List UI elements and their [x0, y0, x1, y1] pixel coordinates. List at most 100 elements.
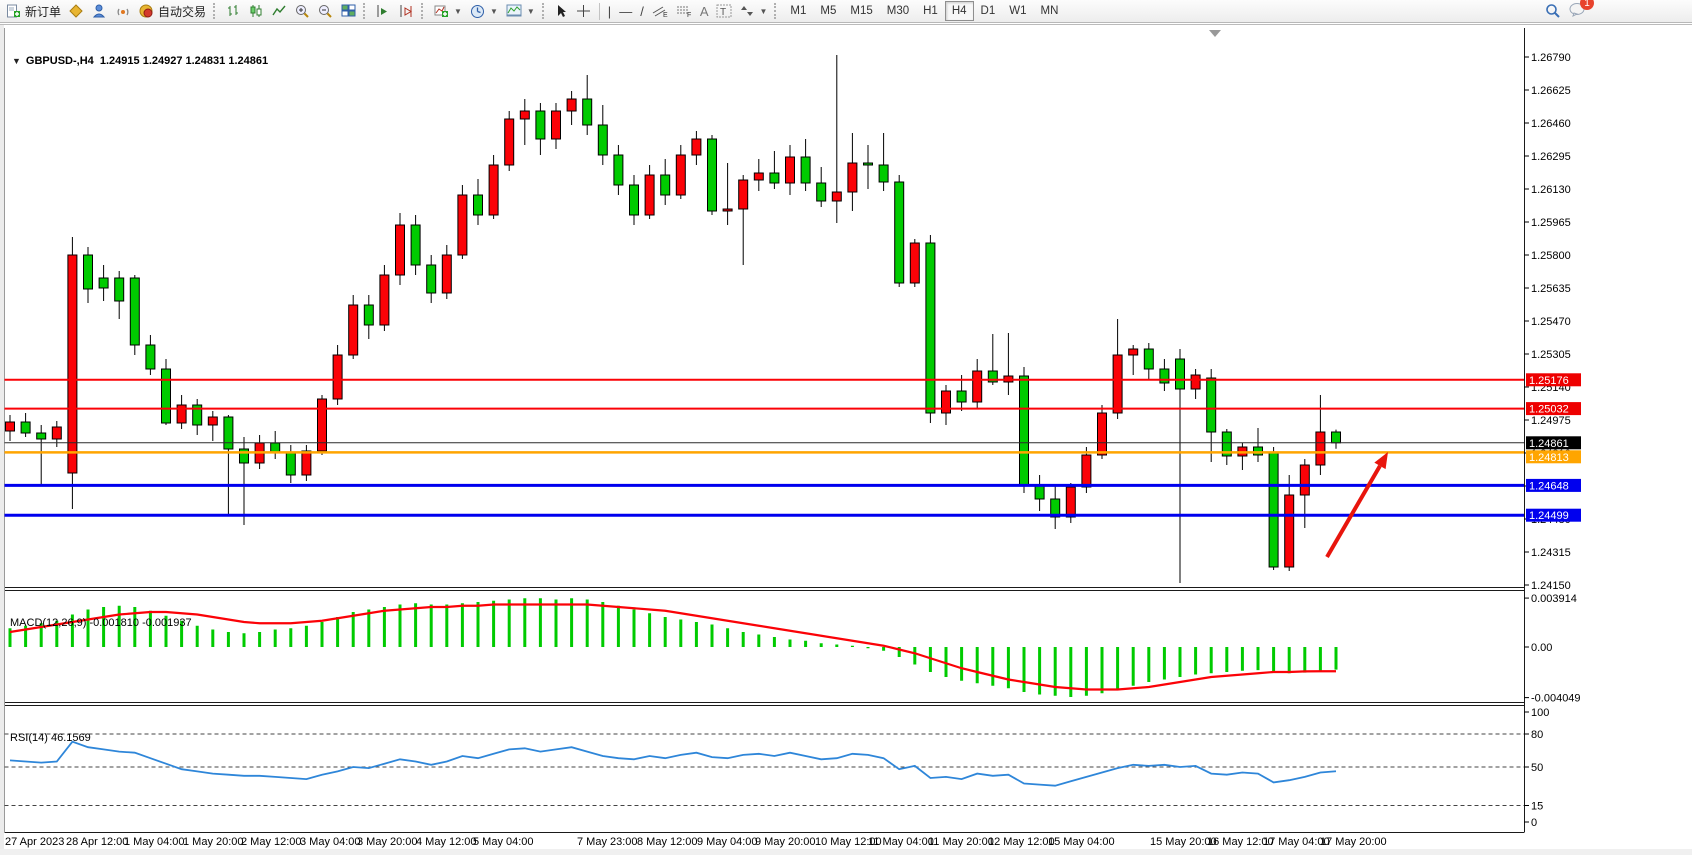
tile-windows-button[interactable]: [337, 1, 360, 21]
timeframe-M30[interactable]: M30: [886, 5, 910, 17]
timeframe-H4[interactable]: H4: [944, 1, 974, 21]
horizontal-line-icon: —: [619, 3, 633, 19]
candle: [504, 118, 515, 166]
new-order-label: 新订单: [25, 4, 62, 19]
rsi-panel: 100 80 50 15 0: [4, 707, 1549, 829]
candle: [36, 432, 47, 440]
periods-button[interactable]: ▼: [466, 1, 502, 21]
market-watch-icon: [69, 4, 83, 18]
clock-icon: [470, 4, 484, 18]
svg-text:1.25635: 1.25635: [1531, 283, 1571, 295]
candle: [1019, 375, 1029, 487]
candle: [769, 172, 780, 184]
channel-tool-button[interactable]: E: [648, 1, 672, 21]
templates-button[interactable]: ▼: [502, 1, 539, 21]
candle: [753, 172, 764, 181]
chart-ohlc-readout: GBPUSD-,H4 1.24915 1.24927 1.24831 1.248…: [25, 55, 269, 67]
notifications-button[interactable]: 1: [1569, 0, 1594, 20]
candle: [1065, 486, 1076, 518]
svg-text:0.00: 0.00: [1531, 642, 1552, 654]
text-tool-button[interactable]: A: [696, 1, 713, 21]
svg-text:1.24813: 1.24813: [1529, 452, 1569, 464]
timeframe-W1[interactable]: W1: [1009, 5, 1027, 17]
candle: [1299, 464, 1310, 496]
candle: [722, 208, 733, 212]
candle: [1206, 377, 1217, 433]
zoom-in-button[interactable]: [291, 1, 314, 21]
svg-text:-0.004049: -0.004049: [1531, 693, 1581, 705]
cursor-tool-button[interactable]: [551, 1, 572, 21]
candle-chart-mode-button[interactable]: [245, 1, 268, 21]
macd-signal-line: [9, 603, 1336, 691]
chart-shift-marker[interactable]: [1209, 30, 1221, 37]
candle: [1050, 498, 1061, 518]
candle: [566, 98, 577, 112]
zoom-out-button[interactable]: [314, 1, 337, 21]
chart-collapse-icon[interactable]: ▼: [12, 56, 21, 66]
chart-window: 1.26790 1.26625 1.26460 1.26295 1.26130 1.259…: [0, 24, 1692, 855]
candle: [1331, 431, 1341, 444]
candle: [348, 304, 359, 356]
timeframe-M15[interactable]: M15: [850, 5, 873, 17]
signal-button[interactable]: [111, 1, 135, 21]
candle: [223, 416, 234, 450]
market-watch-button[interactable]: [65, 1, 88, 21]
new-order-button[interactable]: 新订单: [2, 1, 65, 21]
svg-text:11 May 20:00: 11 May 20:00: [928, 836, 994, 848]
timeframe-M1[interactable]: M1: [790, 5, 807, 17]
auto-scroll-button[interactable]: [372, 1, 395, 21]
zoom-out-icon: [319, 4, 332, 18]
text-label-tool-button[interactable]: T: [712, 1, 736, 21]
fibonacci-tool-button[interactable]: F: [672, 1, 696, 21]
svg-text:2 May 12:00: 2 May 12:00: [241, 836, 302, 848]
candle: [909, 242, 920, 284]
candle: [847, 162, 858, 193]
hline-tool-button[interactable]: —: [615, 1, 636, 21]
candle: [1143, 348, 1154, 370]
candle: [426, 264, 437, 294]
candle: [98, 277, 109, 289]
svg-text:1.24975: 1.24975: [1531, 415, 1571, 427]
time-axis: 27 Apr 2023 28 Apr 12:001 May 04:001 May …: [5, 836, 1387, 848]
svg-text:27 Apr 2023: 27 Apr 2023: [5, 836, 64, 848]
svg-text:4 May 12:00: 4 May 12:00: [416, 836, 477, 848]
autotrade-label: 自动交易: [158, 4, 207, 19]
candle: [192, 404, 203, 426]
line-chart-mode-button[interactable]: [268, 1, 291, 21]
annotation-arrow[interactable]: [1325, 452, 1388, 559]
svg-text:15 May 20:00: 15 May 20:00: [1150, 836, 1217, 848]
candle: [363, 304, 374, 326]
chart-shift-button[interactable]: [395, 1, 418, 21]
timeframe-H1[interactable]: H1: [923, 5, 938, 17]
metaeditor-button[interactable]: [88, 1, 111, 21]
price-chart-canvas[interactable]: 1.26790 1.26625 1.26460 1.26295 1.26130 1.259…: [0, 24, 1692, 855]
search-icon[interactable]: [1545, 3, 1561, 19]
timeframe-MN[interactable]: MN: [1040, 5, 1059, 17]
candle: [176, 404, 187, 424]
timeframe-M5[interactable]: M5: [820, 5, 837, 17]
candle: [1221, 431, 1232, 457]
candle: [1315, 431, 1326, 466]
svg-text:3 May 04:00: 3 May 04:00: [300, 836, 361, 848]
svg-text:1 May 04:00: 1 May 04:00: [124, 836, 185, 848]
timeframe-D1[interactable]: D1: [980, 5, 996, 17]
crosshair-tool-button[interactable]: [572, 1, 595, 21]
bar-chart-mode-button[interactable]: [222, 1, 245, 21]
candle: [457, 194, 468, 256]
svg-text:0.003914: 0.003914: [1531, 593, 1577, 605]
candle: [114, 277, 125, 302]
indicators-button[interactable]: ▼: [430, 1, 466, 21]
vline-tool-button[interactable]: |: [604, 1, 615, 21]
cursor-icon: [557, 5, 566, 17]
fibonacci-icon: F: [676, 6, 691, 18]
candle: [925, 242, 936, 414]
candle: [1190, 374, 1201, 390]
candle: [301, 450, 312, 476]
arrow-objects-icon: [741, 6, 754, 16]
svg-text:1.25800: 1.25800: [1531, 250, 1571, 262]
trendline-tool-button[interactable]: /: [636, 1, 648, 21]
notification-badge: 1: [1580, 0, 1594, 10]
autotrade-button[interactable]: 自动交易: [135, 1, 210, 21]
arrows-tool-button[interactable]: ▼: [736, 1, 771, 21]
candle: [1128, 348, 1139, 356]
